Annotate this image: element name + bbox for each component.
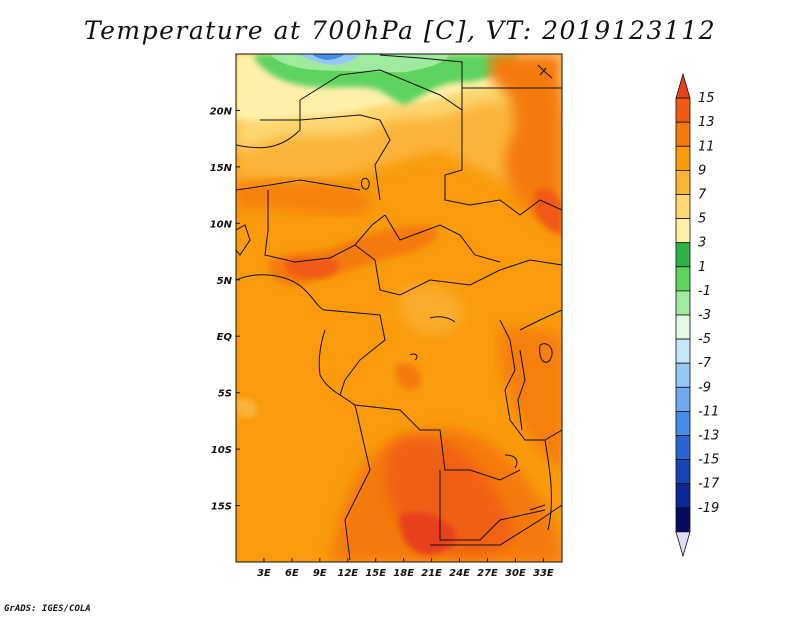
border-redsea bbox=[537, 64, 553, 79]
border-zambia bbox=[439, 470, 546, 541]
border-south bbox=[430, 504, 562, 546]
border-chad-sudan bbox=[384, 214, 501, 263]
rivers bbox=[409, 316, 456, 361]
border-malawi bbox=[519, 309, 562, 531]
border-angola-west bbox=[344, 404, 371, 561]
field-east-11 bbox=[490, 54, 562, 230]
coast-gabon bbox=[318, 329, 341, 396]
colorbar-label: 1 bbox=[698, 260, 706, 275]
lat-tick-label: 15N bbox=[210, 163, 233, 174]
colorbar-label: -11 bbox=[698, 404, 719, 419]
lon-tick-label: 6E bbox=[285, 568, 299, 579]
colorbar-swatch bbox=[675, 169, 691, 195]
colorbar-label: 13 bbox=[698, 115, 715, 130]
border-nigeria bbox=[264, 190, 386, 263]
colorbar-swatch bbox=[675, 290, 691, 316]
colorbar-label: -1 bbox=[698, 284, 711, 299]
field-south-15 bbox=[399, 512, 456, 555]
colorbar-label: -9 bbox=[698, 380, 711, 395]
lat-tick-label: 15S bbox=[211, 502, 232, 513]
lon-tick-label: 3E bbox=[257, 568, 271, 579]
lat-tick-label: 5S bbox=[218, 389, 232, 400]
coast-gulf-guinea bbox=[236, 274, 326, 311]
lon-tick-label: 21E bbox=[421, 568, 442, 579]
colorbar: 15 13 11 9 7 5 3 1 -1 -3 -5 -7 -9 -11 -13 -15 -17 -19 bbox=[675, 72, 720, 558]
border-gabon-congo bbox=[324, 309, 386, 396]
colorbar-label: 3 bbox=[698, 236, 706, 251]
lat-tick-label: 10S bbox=[211, 445, 232, 456]
border-west-coast bbox=[236, 224, 251, 256]
colorbar-swatch bbox=[675, 145, 691, 171]
border-sudan bbox=[444, 110, 562, 216]
colorbar-swatch bbox=[675, 386, 691, 412]
colorbar-swatch bbox=[675, 362, 691, 388]
colorbar-swatch bbox=[675, 72, 691, 99]
lat-tick-label: 10N bbox=[210, 219, 233, 230]
border-nigeria-north bbox=[236, 179, 361, 191]
map-frame bbox=[235, 53, 563, 563]
lake-chad bbox=[361, 177, 370, 190]
grads-credit: GrADS: IGES/COLA bbox=[4, 604, 91, 614]
colorbar-swatch bbox=[675, 459, 691, 485]
field-sahel-13 bbox=[285, 258, 339, 279]
lon-tick-label: 12E bbox=[337, 568, 358, 579]
border-car bbox=[354, 244, 562, 296]
colorbar-label: 7 bbox=[698, 188, 707, 203]
colorbar-label: -17 bbox=[698, 477, 720, 492]
colorbar-label: -15 bbox=[698, 453, 719, 468]
colorbar-label: 9 bbox=[698, 163, 706, 178]
lon-tick-label: 27E bbox=[477, 568, 498, 579]
colorbar-label: 11 bbox=[698, 139, 715, 154]
border-niger-mali bbox=[236, 100, 301, 149]
lakes-east bbox=[517, 343, 553, 431]
lon-tick-label: 15E bbox=[365, 568, 386, 579]
colorbar-label: -5 bbox=[698, 332, 711, 347]
lon-tick-label: 30E bbox=[505, 568, 526, 579]
borders bbox=[236, 54, 562, 561]
temperature-field bbox=[236, 54, 562, 562]
colorbar-swatch bbox=[675, 121, 691, 147]
lon-tick-label: 24E bbox=[449, 568, 470, 579]
colorbar-swatch bbox=[675, 338, 691, 364]
colorbar-swatch bbox=[675, 97, 691, 123]
colorbar-swatch bbox=[675, 314, 691, 340]
border-east bbox=[499, 319, 562, 441]
border-libya bbox=[299, 54, 463, 111]
colorbar-swatch bbox=[675, 435, 691, 461]
lon-tick-label: 33E bbox=[533, 568, 554, 579]
colorbar-label: -3 bbox=[698, 308, 711, 323]
colorbar-swatch bbox=[675, 194, 691, 220]
lat-tick-label: 20N bbox=[210, 106, 233, 117]
lon-tick-label: 18E bbox=[393, 568, 414, 579]
colorbar-swatch bbox=[675, 410, 691, 436]
colorbar-swatch bbox=[675, 507, 691, 533]
field-center-9 bbox=[399, 284, 464, 335]
colorbar-label: 5 bbox=[698, 212, 706, 227]
colorbar-swatch bbox=[675, 242, 691, 268]
colorbar-swatch bbox=[675, 483, 691, 509]
lat-tick-label: 5N bbox=[217, 276, 233, 287]
field-spot-11 bbox=[395, 363, 421, 390]
lon-tick-label: 9E bbox=[313, 568, 327, 579]
lat-tick-label: EQ bbox=[217, 332, 233, 343]
lat-axis: 20N 15N 10N 5N EQ 5S 10S 15S bbox=[210, 106, 240, 513]
colorbar-label: -7 bbox=[698, 356, 712, 371]
border-niger-chad bbox=[260, 114, 391, 201]
colorbar-swatch bbox=[675, 266, 691, 292]
lake-malawi bbox=[504, 454, 546, 511]
colorbar-swatch bbox=[675, 218, 691, 244]
colorbar-swatch bbox=[675, 531, 691, 558]
field-eafrica-11 bbox=[500, 327, 562, 470]
chart-title: Temperature at 700hPa [C], VT: 201912311… bbox=[83, 16, 717, 45]
field-band-m9 bbox=[312, 54, 345, 60]
field-coast-9 bbox=[236, 398, 258, 418]
colorbar-label: 15 bbox=[698, 91, 715, 106]
border-angola-drc bbox=[339, 394, 521, 481]
field-sahel-11 bbox=[236, 180, 371, 215]
lon-axis: 3E 6E 9E 12E 15E 18E 21E 24E 27E 30E 33E bbox=[257, 558, 554, 579]
colorbar-label: -13 bbox=[698, 429, 719, 444]
colorbar-label: -19 bbox=[698, 501, 719, 516]
